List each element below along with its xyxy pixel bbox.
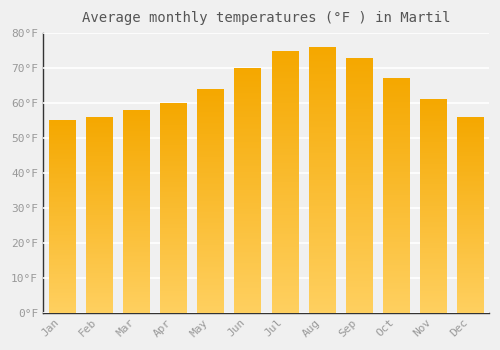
- Title: Average monthly temperatures (°F ) in Martil: Average monthly temperatures (°F ) in Ma…: [82, 11, 450, 25]
